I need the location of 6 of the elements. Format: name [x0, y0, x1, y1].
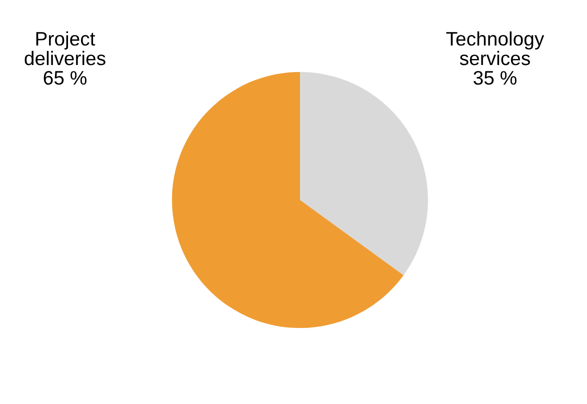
slice-label: Technology services [446, 31, 544, 66]
slice-label: Project deliveries [24, 31, 106, 66]
data-label: 35 % [474, 70, 516, 85]
pie-slice [172, 72, 404, 328]
data-label: 65 % [44, 70, 86, 85]
pie-slice [300, 72, 428, 276]
